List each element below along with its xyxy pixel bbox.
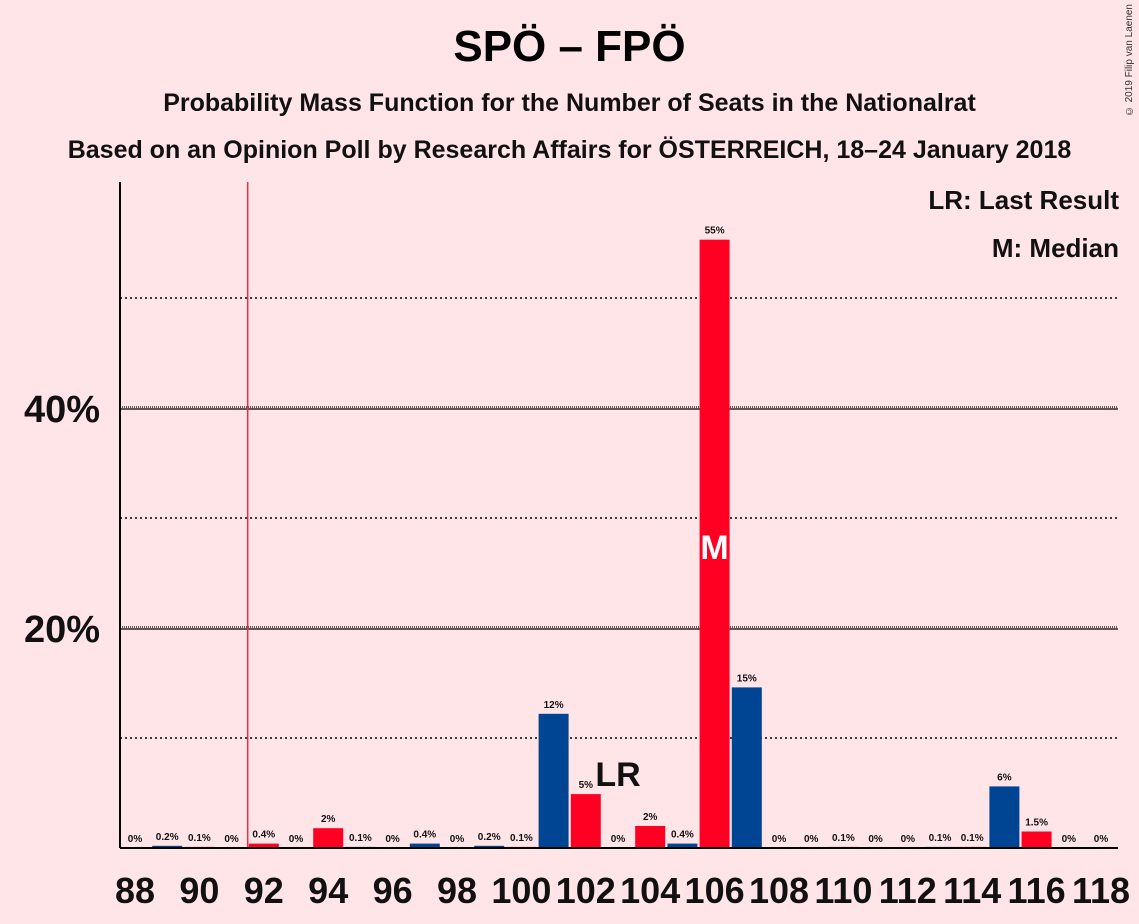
x-tick-label: 102 <box>556 870 616 911</box>
bar-label-106: 55% <box>705 226 725 237</box>
bar-label-100: 0.1% <box>510 833 533 844</box>
x-tick-label: 100 <box>491 870 551 911</box>
bar-label-115: 6% <box>997 772 1012 783</box>
bar-116 <box>1021 831 1052 848</box>
x-tick-label: 92 <box>244 870 284 911</box>
bar-label-101: 12% <box>544 700 564 711</box>
bar-102 <box>570 794 601 848</box>
bar-label-107: 15% <box>737 673 757 684</box>
bar-89 <box>152 845 183 848</box>
y-tick-label: 20% <box>24 609 100 651</box>
bar-label-109: 0% <box>804 834 819 845</box>
bar-label-108: 0% <box>772 834 787 845</box>
bar-label-116: 1.5% <box>1025 818 1048 829</box>
bar-label-111: 0% <box>868 834 883 845</box>
bar-label-88: 0% <box>128 834 143 845</box>
x-tick-label: 118 <box>1072 870 1130 911</box>
bar-label-118: 0% <box>1094 834 1109 845</box>
bar-label-117: 0% <box>1062 834 1077 845</box>
bar-label-90: 0.1% <box>188 833 211 844</box>
x-tick-label: 88 <box>115 870 155 911</box>
bar-label-96: 0% <box>385 834 400 845</box>
bar-99 <box>474 845 505 848</box>
x-tick-label: 96 <box>373 870 413 911</box>
legend-last-result: LR: Last Result <box>928 185 1119 215</box>
chart-subtitle-poll: Based on an Opinion Poll by Research Aff… <box>67 136 1072 164</box>
bar-92 <box>248 843 279 848</box>
bar-label-105: 0.4% <box>671 830 694 841</box>
bar-label-103: 0% <box>611 834 626 845</box>
x-tick-label: 90 <box>179 870 219 911</box>
x-tick-label: 108 <box>749 870 809 911</box>
bar-label-110: 0.1% <box>832 833 855 844</box>
x-tick-label: 94 <box>308 870 348 911</box>
bar-label-93: 0% <box>289 834 304 845</box>
y-tick-label: 40% <box>24 389 100 431</box>
chart-subtitle: Probability Mass Function for the Number… <box>163 89 976 117</box>
bar-106 <box>699 239 730 848</box>
bar-101 <box>538 713 569 848</box>
bar-label-102: 5% <box>579 780 594 791</box>
x-tick-label: 116 <box>1008 870 1066 911</box>
x-tick-label: 114 <box>943 870 1001 911</box>
bar-104 <box>635 826 666 848</box>
bar-label-94: 2% <box>321 814 336 825</box>
chart-title: SPÖ – FPÖ <box>453 22 686 71</box>
bar-94 <box>313 828 344 848</box>
bar-label-113: 0.1% <box>929 833 952 844</box>
x-tick-label: 104 <box>620 870 680 911</box>
bar-97 <box>409 843 440 848</box>
bar-label-91: 0% <box>224 834 239 845</box>
bar-label-112: 0% <box>901 834 916 845</box>
median-label: M <box>700 529 728 567</box>
legend-median: M: Median <box>991 233 1119 263</box>
last-result-label: LR <box>595 756 640 794</box>
x-tick-label: 112 <box>879 870 937 911</box>
bar-107 <box>731 687 762 848</box>
x-tick-label: 110 <box>814 870 872 911</box>
bar-label-95: 0.1% <box>349 833 372 844</box>
bar-label-114: 0.1% <box>961 833 984 844</box>
bar-label-92: 0.4% <box>252 830 275 841</box>
bar-label-89: 0.2% <box>156 832 179 843</box>
bar-label-98: 0% <box>450 834 465 845</box>
bar-label-97: 0.4% <box>413 830 436 841</box>
x-tick-label: 98 <box>437 870 477 911</box>
bar-105 <box>667 843 698 848</box>
bar-115 <box>989 786 1020 848</box>
bar-label-104: 2% <box>643 812 658 823</box>
bar-label-99: 0.2% <box>478 832 501 843</box>
x-tick-label: 106 <box>685 870 745 911</box>
